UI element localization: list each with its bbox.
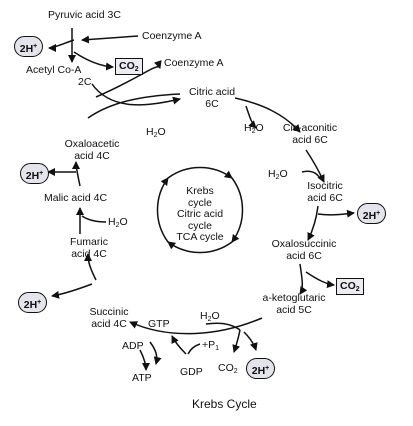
gdp-label: GDP [180, 366, 203, 378]
coenzyme-a-out-arrow [95, 60, 162, 98]
cis-aconitic-acid-label: Cis-aconitic acid 6C [282, 122, 338, 146]
pyruvic-acid-label: Pyruvic acid 3C [48, 9, 121, 21]
citric-acid-label: Citric acid 6C [188, 86, 236, 110]
citric-to-cisaconitic-arrow [234, 97, 301, 133]
center-ring-arc-4 [167, 166, 233, 179]
water-label-3: H2O [268, 168, 288, 181]
co2-box-1: CO2 [115, 58, 143, 75]
malic-acid-label: Malic acid 4C [44, 192, 108, 204]
succinic-acid-label: Succinic acid 4C [89, 306, 129, 330]
fumaric-water-in-arrow [81, 215, 107, 223]
pi-label: +P1 [202, 339, 220, 352]
h-release-arrow-4 [51, 283, 93, 299]
acetyl-coa-label: Acetyl Co-A [26, 64, 82, 76]
krebs-cycle-center-label: Krebs cycle Citric acid cycle TCA cycle [176, 185, 224, 243]
water-in-arrow [205, 322, 241, 331]
ketoglutaric-to-succinic-arrow [129, 317, 263, 335]
diagram-caption: Krebs Cycle [192, 397, 257, 411]
adp-to-atp-arrow [139, 349, 150, 371]
co2-box-2: CO2 [336, 278, 364, 295]
water-label-1: H2O [146, 126, 166, 139]
h-ion-badge-3: 2H+ [357, 203, 386, 224]
isocitric-acid-label: Isocitric acid 6C [307, 180, 343, 204]
isocitric-water-in-arrow [301, 170, 321, 179]
co2-label-3: CO2 [218, 362, 238, 375]
oxalosuccinic-to-ketoglutaric-arrow [299, 263, 308, 295]
alpha-ketoglutaric-acid-label: a-ketoglutaric acid 5C [262, 292, 326, 316]
coenzyme-a-in-arrow [81, 35, 139, 44]
h-release-arrow-2 [317, 209, 355, 218]
two-carbon-label: 2C [78, 76, 92, 88]
h-ion-badge-4: 2H+ [18, 292, 47, 313]
h-release-arrow-3 [243, 331, 258, 351]
adp-label: ADP [122, 340, 144, 352]
cisaconitic-to-isocitric-arrow [305, 149, 325, 183]
h-ion-badge-2: 2H+ [20, 163, 49, 184]
center-ring-arc-2 [167, 241, 233, 254]
citric-water-out-arrow [245, 105, 257, 129]
gdp-to-gtp-arrow [171, 335, 187, 355]
fumaric-acid-label: Fumaric acid 4C [70, 236, 108, 260]
oxaloacetic-acid-label: Oxaloacetic acid 4C [64, 138, 120, 162]
coenzyme-a-out-label: Coenzyme A [164, 57, 224, 69]
malic-to-oxaloacetic-arrow [72, 161, 81, 187]
oxaloacetic-to-citric-arrow [87, 93, 181, 119]
center-ring-arc-3 [156, 177, 169, 243]
co2-release-arrow-3 [232, 329, 241, 353]
co2-release-arrow-1 [73, 51, 114, 71]
water-label-4: H2O [108, 216, 128, 229]
co2-release-arrow-2 [305, 271, 335, 289]
gtp-to-adp-arrow [149, 341, 162, 365]
atp-label: ATP [132, 372, 152, 384]
isocitric-to-oxalosuccinic-arrow [307, 205, 319, 241]
h-ion-badge-1: 2H+ [14, 36, 43, 57]
gtp-label: GTP [148, 318, 170, 330]
center-ring-arc-1 [231, 177, 244, 243]
h-ion-badge-5: 2H+ [246, 358, 275, 379]
acetyl-to-citric-arrow [91, 83, 181, 106]
succinic-to-fumaric-arrow [84, 253, 97, 281]
pi-in-arrow [187, 343, 201, 355]
water-label-5: H2O [200, 310, 220, 323]
coenzyme-a-in-label: Coenzyme A [142, 30, 202, 42]
h-release-arrow-1 [48, 39, 75, 52]
oxalosuccinic-acid-label: Oxalosuccinic acid 6C [271, 238, 337, 262]
water-label-2: H2O [244, 122, 264, 135]
